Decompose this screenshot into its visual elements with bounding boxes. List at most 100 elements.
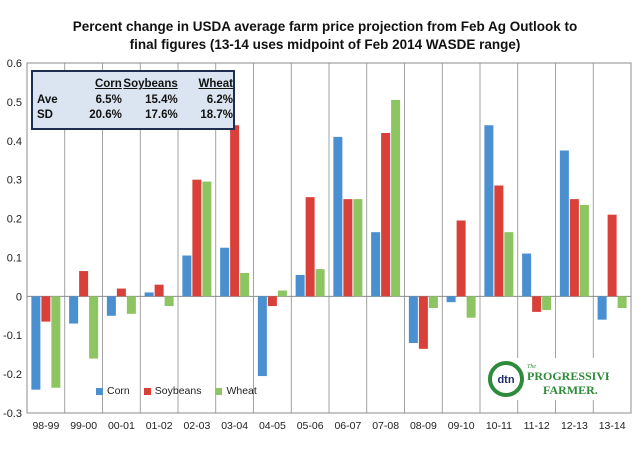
bar-corn-04-05 (257, 296, 267, 377)
bar-soybeans-07-08 (381, 133, 391, 297)
bar-soybeans-03-04 (230, 125, 240, 297)
bar-wheat-04-05 (277, 290, 287, 297)
bar-wheat-98-99 (51, 296, 61, 388)
bar-corn-06-07 (333, 136, 343, 297)
bars (31, 99, 627, 390)
bar-corn-08-09 (408, 296, 418, 343)
x-tick-label: 98-99 (32, 420, 59, 432)
legend-label-soybeans: Soybeans (154, 385, 202, 397)
chart-title-line-2: final figures (13-14 uses midpoint of Fe… (129, 37, 521, 52)
y-tick-label: 0.1 (7, 252, 22, 264)
stats-box: Corn Soybeans Wheat Ave 6.5% 15.4% 6.2% … (31, 70, 235, 130)
y-tick-label: -0.1 (3, 330, 22, 342)
stats-header-soybeans: Soybeans (123, 78, 178, 90)
bar-corn-07-08 (371, 232, 381, 297)
bar-soybeans-99-00 (79, 271, 89, 297)
y-tick-label: 0.6 (7, 58, 22, 70)
legend-item-soybeans: Soybeans (143, 385, 202, 397)
stats-table: Corn Soybeans Wheat Ave 6.5% 15.4% 6.2% … (37, 76, 233, 122)
bar-soybeans-05-06 (305, 197, 315, 297)
legend-swatch-wheat (215, 387, 223, 395)
x-tick-label: 09-10 (448, 420, 475, 432)
stats-value: 20.6% (89, 109, 122, 121)
bar-wheat-03-04 (240, 273, 250, 297)
y-tick-label: 0 (16, 291, 22, 303)
legend-swatch-soybeans (143, 387, 151, 395)
y-tick-label: -0.2 (3, 369, 22, 381)
bar-wheat-10-11 (504, 232, 514, 297)
stats-row-ave: Ave 6.5% 15.4% 6.2% (37, 92, 233, 107)
x-tick-label: 06-07 (334, 420, 361, 432)
bar-wheat-08-09 (428, 296, 438, 308)
stats-value: 15.4% (145, 94, 178, 106)
y-tick-label: -0.3 (3, 408, 22, 420)
logo-line3: FARMER. (543, 383, 598, 397)
x-tick-label: 10-11 (486, 420, 512, 432)
bar-corn-12-13 (559, 150, 569, 297)
logo-graphic: dtn The PROGRESSIVE FARMER. (487, 358, 613, 400)
bar-corn-98-99 (31, 296, 41, 390)
y-tick-label: 0.4 (7, 136, 22, 148)
stats-value: 6.2% (206, 94, 233, 106)
bar-corn-05-06 (295, 274, 305, 297)
legend: Corn Soybeans Wheat (96, 385, 257, 397)
grid-lines (64, 63, 594, 413)
x-tick-label: 01-02 (146, 420, 173, 432)
x-tick-label: 03-04 (221, 420, 248, 432)
x-tick-label: 99-00 (70, 420, 97, 432)
bar-wheat-12-13 (579, 204, 589, 297)
stats-row-label: Ave (37, 94, 58, 106)
legend-label-corn: Corn (107, 385, 130, 397)
bar-wheat-09-10 (466, 296, 476, 318)
bar-soybeans-08-09 (418, 296, 428, 349)
x-tick-labels: 98-99 99-00 00-01 01-02 02-03 03-04 04-05 05-06… (32, 420, 625, 432)
stats-value: 17.6% (145, 109, 178, 121)
bar-soybeans-06-07 (343, 199, 353, 297)
bar-wheat-05-06 (315, 269, 325, 297)
axes (26, 62, 632, 414)
x-tick-label: 12-13 (561, 420, 588, 432)
bar-corn-13-14 (597, 296, 607, 320)
stats-header-wheat: Wheat (198, 78, 234, 90)
bar-soybeans-04-05 (267, 296, 277, 307)
logo-line2: PROGRESSIVE (527, 369, 609, 383)
bar-wheat-11-12 (542, 296, 552, 310)
logo-mark: dtn (497, 374, 514, 386)
x-tick-label: 07-08 (372, 420, 399, 432)
x-tick-label: 11-12 (524, 420, 550, 432)
bar-soybeans-01-02 (154, 284, 164, 297)
y-tick-label: 0.5 (7, 97, 22, 109)
chart-title-line-1: Percent change in USDA average farm pric… (72, 19, 578, 34)
stats-header-row: Corn Soybeans Wheat (37, 76, 233, 92)
stats-value: 6.5% (95, 94, 122, 106)
legend-label-wheat: Wheat (226, 385, 257, 397)
bar-soybeans-98-99 (41, 296, 51, 322)
stats-value: 18.7% (200, 109, 233, 121)
legend-swatch-corn (96, 387, 103, 395)
bar-soybeans-09-10 (456, 220, 466, 297)
logo-line1: The (527, 364, 536, 370)
y-tick-label: 0.3 (7, 175, 22, 187)
y-tick-label: 0.2 (7, 214, 22, 226)
y-tick-labels: -0.3 -0.2 -0.1 0 0.1 0.2 0.3 0.4 0.5 0.6 (3, 58, 22, 420)
bar-wheat-01-02 (164, 296, 174, 307)
bar-soybeans-10-11 (494, 185, 504, 297)
x-tick-label: 02-03 (183, 420, 210, 432)
stats-row-label: SD (37, 109, 53, 121)
stats-header-corn: Corn (94, 78, 122, 90)
legend-item-wheat: Wheat (215, 385, 257, 397)
bar-corn-01-02 (144, 292, 154, 297)
x-tick-label: 04-05 (259, 420, 286, 432)
stats-row-sd: SD 20.6% 17.6% 18.7% (37, 107, 233, 122)
x-tick-label: 05-06 (297, 420, 324, 432)
progressive-farmer-logo: dtn The PROGRESSIVE FARMER. (487, 358, 613, 400)
bar-soybeans-11-12 (532, 296, 542, 312)
bar-wheat-00-01 (126, 296, 136, 314)
bar-corn-02-03 (182, 255, 192, 297)
plot-border (26, 62, 632, 414)
bar-wheat-06-07 (353, 199, 363, 297)
bar-corn-00-01 (106, 296, 116, 316)
bar-soybeans-02-03 (192, 179, 202, 297)
bar-wheat-02-03 (202, 181, 212, 297)
